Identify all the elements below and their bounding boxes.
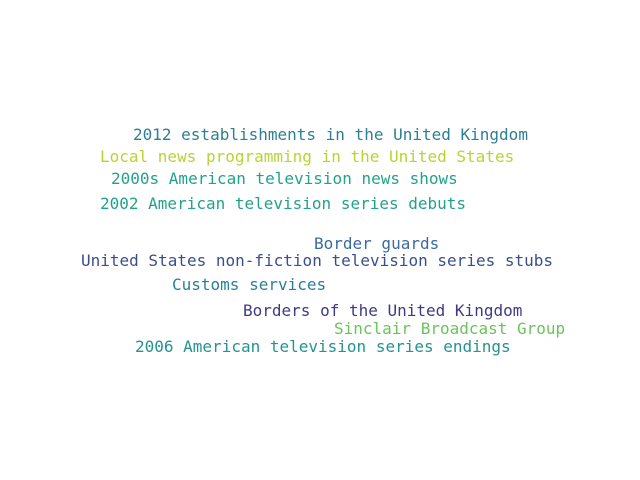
word-2002-american-tv-series-debuts: 2002 American television series debuts (100, 194, 467, 213)
word-us-non-fiction-tv-series-stubs: United States non-fiction television ser… (81, 251, 554, 270)
word-sinclair-broadcast-group: Sinclair Broadcast Group (334, 319, 566, 338)
word-local-news-programming-us: Local news programming in the United Sta… (100, 147, 515, 166)
word-2012-establishments-uk: 2012 establishments in the United Kingdo… (133, 125, 528, 144)
word-2000s-american-tv-news-shows: 2000s American television news shows (111, 169, 458, 188)
word-customs-services: Customs services (172, 275, 327, 294)
word-borders-of-uk: Borders of the United Kingdom (243, 301, 523, 320)
word-2006-american-tv-series-endings: 2006 American television series endings (135, 337, 511, 356)
word-border-guards: Border guards (314, 234, 440, 253)
